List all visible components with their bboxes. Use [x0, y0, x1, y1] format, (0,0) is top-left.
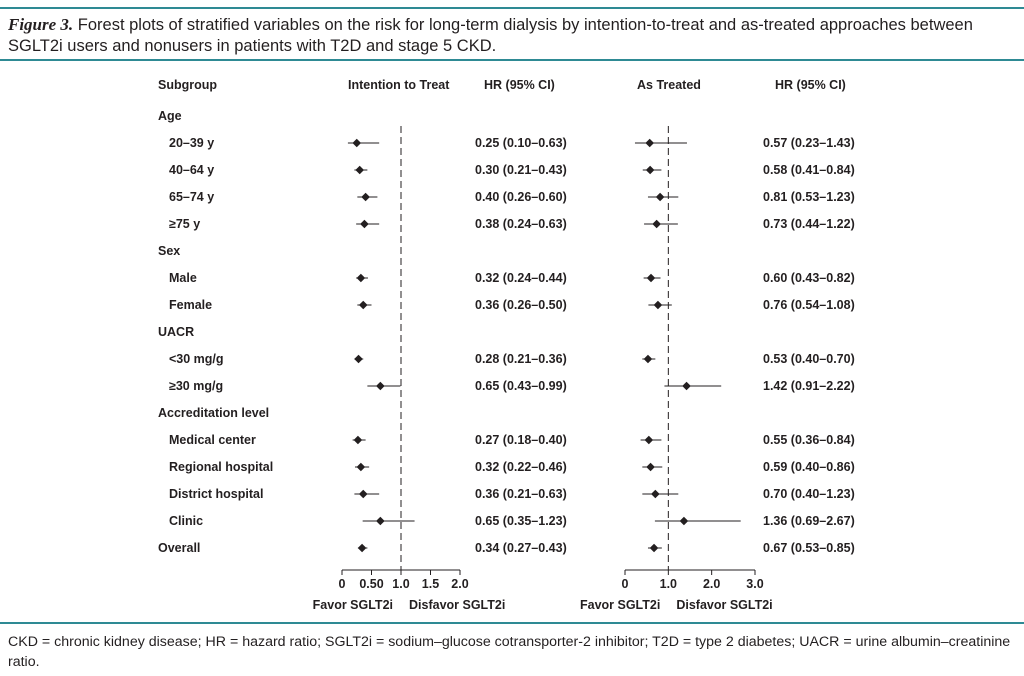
itt-hr-value: 0.36 (0.21–0.63): [475, 487, 567, 501]
at-hr-marker: [679, 516, 689, 526]
subgroup-label: Clinic: [169, 514, 203, 528]
at-hr-value: 0.55 (0.36–0.84): [763, 433, 855, 447]
at-favor-label: Favor SGLT2i: [580, 598, 660, 612]
subgroup-label: Medical center: [169, 433, 256, 447]
itt-hr-value: 0.34 (0.27–0.43): [475, 541, 567, 555]
itt-hr-value: 0.65 (0.43–0.99): [475, 379, 567, 393]
itt-hr-value: 0.36 (0.26–0.50): [475, 298, 567, 312]
itt-hr-value: 0.38 (0.24–0.63): [475, 217, 567, 231]
at-hr-marker: [652, 219, 661, 229]
group-label: Accreditation level: [158, 406, 269, 420]
at-hr-value: 0.70 (0.40–1.23): [763, 487, 855, 501]
itt-hr-marker: [352, 138, 362, 148]
itt-hr-marker: [358, 300, 368, 310]
itt-hr-marker: [356, 273, 366, 283]
at-hr-marker: [644, 435, 654, 445]
itt-hr-marker: [353, 435, 363, 445]
itt-hr-marker: [376, 516, 385, 526]
subgroup-header: Subgroup: [158, 78, 217, 92]
itt-tick-label: 2.0: [451, 577, 468, 591]
itt-hr-value: 0.25 (0.10–0.63): [475, 136, 567, 150]
at-hr-marker: [655, 192, 665, 202]
figure-label: Figure 3.: [8, 15, 74, 34]
subgroup-label: 40–64 y: [169, 163, 214, 177]
footnote: CKD = chronic kidney disease; HR = hazar…: [8, 634, 1011, 670]
at-hr-header: HR (95% CI): [775, 78, 846, 92]
footnote-rule: [0, 622, 1024, 624]
itt-hr-marker: [356, 462, 366, 472]
top-rule: [0, 7, 1024, 9]
at-hr-marker: [645, 138, 654, 148]
rows-layer: Age 20–39 y 0.25 (0.10–0.63) 0.57 (0.23–1.4…: [158, 109, 855, 555]
at-hr-marker: [646, 462, 655, 472]
at-disfavor-label: Disfavor SGLT2i: [676, 598, 772, 612]
itt-tick-label: 0: [339, 577, 346, 591]
itt-hr-value: 0.65 (0.35–1.23): [475, 514, 567, 528]
itt-hr-marker: [361, 192, 370, 202]
itt-hr-marker: [360, 219, 369, 229]
itt-hr-value: 0.27 (0.18–0.40): [475, 433, 567, 447]
itt-hr-marker: [376, 381, 385, 391]
itt-tick-label: 1.5: [422, 577, 439, 591]
subgroup-label: 65–74 y: [169, 190, 214, 204]
subgroup-label: Female: [169, 298, 212, 312]
itt-tick-label: 1.0: [392, 577, 409, 591]
caption-rule: [0, 59, 1024, 61]
subgroup-label: 20–39 y: [169, 136, 214, 150]
group-label: Age: [158, 109, 182, 123]
at-hr-value: 0.76 (0.54–1.08): [763, 298, 855, 312]
at-hr-value: 1.42 (0.91–2.22): [763, 379, 855, 393]
itt-disfavor-label: Disfavor SGLT2i: [409, 598, 505, 612]
itt-hr-marker: [354, 354, 363, 364]
subgroup-label: Overall: [158, 541, 200, 555]
itt-hr-value: 0.30 (0.21–0.43): [475, 163, 567, 177]
axes-layer: 0 0.50 1.0 1.5 2.0 Favor SGLT2i Disfavor SGLT2…: [313, 126, 773, 612]
group-label: UACR: [158, 325, 194, 339]
at-hr-marker: [651, 489, 660, 499]
at-hr-value: 0.67 (0.53–0.85): [763, 541, 855, 555]
subgroup-label: District hospital: [169, 487, 263, 501]
subgroup-label: Male: [169, 271, 197, 285]
subgroup-label: Regional hospital: [169, 460, 273, 474]
itt-tick-label: 0.50: [359, 577, 383, 591]
itt-hr-marker: [357, 543, 367, 553]
at-hr-value: 0.60 (0.43–0.82): [763, 271, 855, 285]
at-hr-marker: [643, 354, 653, 364]
at-hr-value: 0.57 (0.23–1.43): [763, 136, 855, 150]
itt-hr-value: 0.32 (0.24–0.44): [475, 271, 567, 285]
itt-favor-label: Favor SGLT2i: [313, 598, 393, 612]
at-hr-value: 0.73 (0.44–1.22): [763, 217, 855, 231]
at-tick-label: 3.0: [746, 577, 763, 591]
itt-hr-value: 0.40 (0.26–0.60): [475, 190, 567, 204]
at-hr-value: 0.53 (0.40–0.70): [763, 352, 855, 366]
at-header: As Treated: [637, 78, 701, 92]
itt-hr-value: 0.32 (0.22–0.46): [475, 460, 567, 474]
at-tick-label: 2.0: [703, 577, 720, 591]
itt-header: Intention to Treat: [348, 78, 450, 92]
at-hr-marker: [682, 381, 691, 391]
at-hr-marker: [649, 543, 659, 553]
at-hr-marker: [646, 273, 656, 283]
at-tick-label: 0: [622, 577, 629, 591]
itt-hr-marker: [355, 165, 364, 175]
figure-caption: Figure 3. Forest plots of stratified var…: [8, 14, 1018, 57]
itt-hr-marker: [358, 489, 368, 499]
subgroup-label: <30 mg/g: [169, 352, 224, 366]
caption-text: Forest plots of stratified variables on …: [8, 16, 973, 55]
subgroup-label: ≥75 y: [169, 217, 200, 231]
itt-hr-header: HR (95% CI): [484, 78, 555, 92]
itt-hr-value: 0.28 (0.21–0.36): [475, 352, 567, 366]
subgroup-label: ≥30 mg/g: [169, 379, 223, 393]
at-tick-label: 1.0: [660, 577, 677, 591]
at-hr-marker: [645, 165, 655, 175]
group-label: Sex: [158, 244, 180, 258]
at-hr-value: 1.36 (0.69–2.67): [763, 514, 855, 528]
at-hr-value: 0.81 (0.53–1.23): [763, 190, 855, 204]
at-hr-value: 0.58 (0.41–0.84): [763, 163, 855, 177]
at-hr-marker: [653, 300, 663, 310]
forest-plot: Subgroup Intention to Treat HR (95% CI) …: [158, 78, 855, 612]
at-hr-value: 0.59 (0.40–0.86): [763, 460, 855, 474]
